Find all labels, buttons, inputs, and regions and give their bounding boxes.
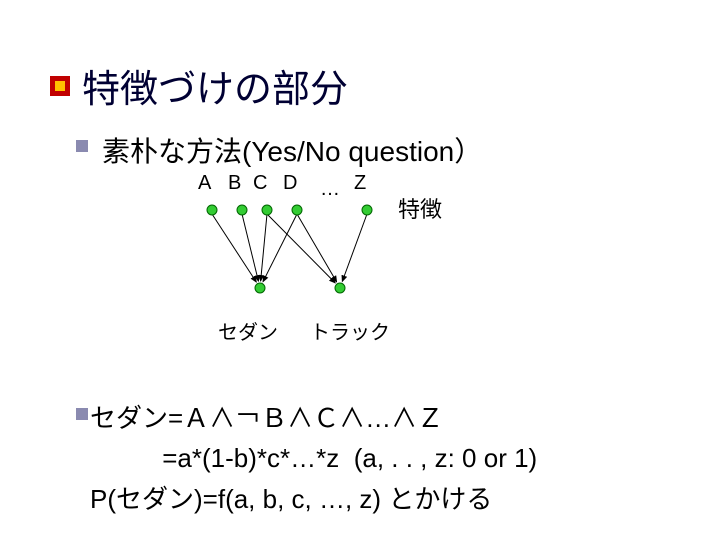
formula-block: セダン=Ａ∧￢Ｂ∧Ｃ∧…∧Ｚ =a*(1-b)*c*…*z (a, . . , … [90,398,690,519]
formula-line-3: P(セダン)=f(a, b, c, …, z) とかける [90,479,690,519]
square-bullet-icon [76,140,88,152]
feature-label-c: C [253,172,267,195]
feature-label-d: D [283,172,297,195]
bullet-point-1: 素朴な方法(Yes/No question） [76,130,482,170]
feature-label-b: B [228,172,241,195]
feature-network-diagram [190,198,410,308]
formula-line-1: セダン=Ａ∧￢Ｂ∧Ｃ∧…∧Ｚ [90,398,690,438]
square-bullet-icon [76,408,88,420]
class-label-truck: トラック [310,316,390,345]
formula-line-2: =a*(1-b)*c*…*z (a, . . , z: 0 or 1) [90,438,690,478]
feature-label-z: Z [354,172,366,195]
point1-text: 素朴な方法(Yes/No question） [102,130,482,170]
slide-title: 特徴づけの部分 [82,58,348,113]
title-bullet-icon [50,76,70,96]
slide-title-row: 特徴づけの部分 [50,58,348,113]
class-label-sedan: セダン [218,316,278,345]
feature-label-a: A [198,172,211,195]
